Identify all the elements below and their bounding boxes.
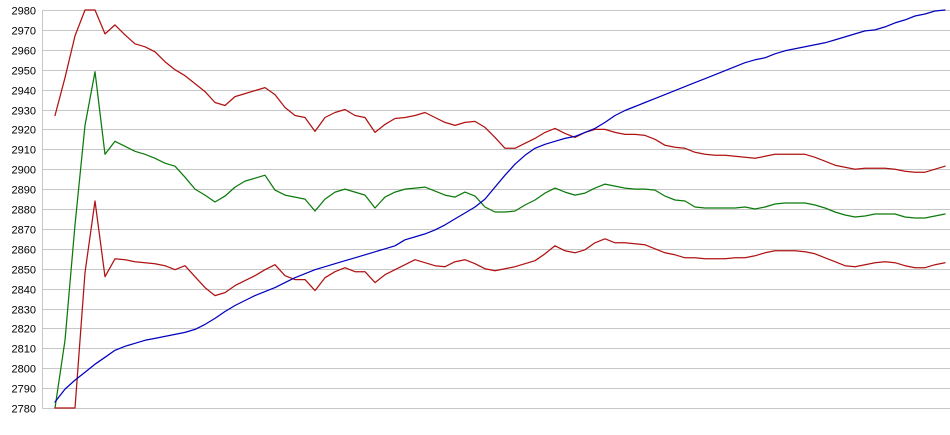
y-axis-tick-label: 2920 [12, 125, 36, 137]
y-axis-tick-label: 2830 [12, 305, 36, 317]
red-lower-line [54, 200, 946, 409]
y-axis-tick-label: 2910 [12, 145, 36, 157]
y-axis-tick-label: 2940 [12, 86, 36, 98]
y-axis-tick-label: 2860 [12, 245, 36, 257]
green-mid-line [54, 71, 946, 409]
y-axis-tick-label: 2880 [12, 205, 36, 217]
y-axis-tick-label: 2900 [12, 165, 36, 177]
y-axis-tick-label: 2930 [12, 106, 36, 118]
y-axis-tick-label: 2790 [12, 384, 36, 396]
y-axis-tick-label: 2810 [12, 344, 36, 356]
blue-cumulative-line [54, 9, 946, 403]
y-axis-tick-label: 2840 [12, 285, 36, 297]
y-axis-tick-label: 2800 [12, 364, 36, 376]
y-axis-tick-label: 2960 [12, 46, 36, 58]
y-axis-tick-label: 2870 [12, 225, 36, 237]
y-axis-tick-label: 2980 [12, 6, 36, 18]
y-axis-tick-label: 2780 [12, 404, 36, 416]
y-axis-tick-label: 2820 [12, 324, 36, 336]
red-upper-line [54, 9, 946, 173]
y-axis-tick-label: 2890 [12, 185, 36, 197]
y-axis-tick-label: 2950 [12, 66, 36, 78]
y-axis-tick-label: 2970 [12, 26, 36, 38]
y-axis-tick-label: 2850 [12, 265, 36, 277]
